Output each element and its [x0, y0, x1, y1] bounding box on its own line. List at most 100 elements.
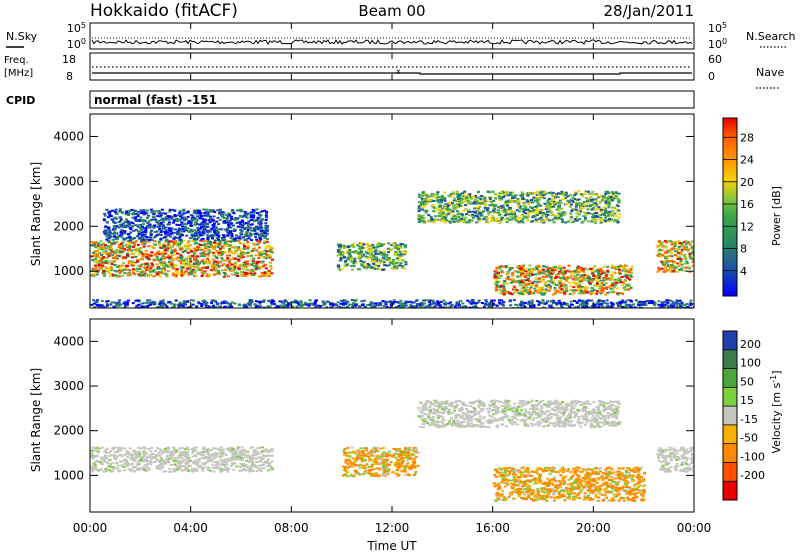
- heatmap-cell: [242, 253, 246, 256]
- heatmap-cell: [122, 256, 126, 259]
- heatmap-cell: [657, 240, 661, 243]
- heatmap-cell: [153, 275, 157, 278]
- heatmap-cell: [458, 193, 462, 196]
- heatmap-cell: [208, 305, 212, 308]
- heatmap-cell: [549, 304, 553, 307]
- heatmap-cell: [226, 275, 230, 278]
- heatmap-cell: [451, 202, 454, 205]
- heatmap-cell: [115, 225, 118, 228]
- heatmap-cell: [401, 264, 405, 267]
- heatmap-cell: [263, 236, 267, 239]
- heatmap-cell: [119, 218, 123, 221]
- heatmap-cell: [502, 287, 506, 290]
- heatmap-cell: [468, 193, 472, 196]
- heatmap-cell: [195, 238, 199, 240]
- heatmap-cell: [685, 303, 689, 305]
- heatmap-cell: [115, 304, 119, 307]
- heatmap-cell: [542, 221, 546, 224]
- heatmap-cell: [253, 219, 257, 222]
- heatmap-cell: [505, 203, 509, 206]
- heatmap-cell: [152, 259, 156, 262]
- heatmap-cell: [499, 191, 503, 193]
- heatmap-cell: [520, 278, 524, 281]
- heatmap-cell: [511, 197, 515, 200]
- heatmap-cell: [560, 284, 564, 287]
- heatmap-cell: [556, 267, 560, 270]
- heatmap-cell: [379, 303, 383, 306]
- heatmap-cell: [456, 301, 460, 304]
- heatmap-cell: [404, 304, 408, 307]
- heatmap-cell: [233, 238, 236, 241]
- heatmap-cell: [118, 223, 122, 226]
- heatmap-cell: [643, 302, 647, 305]
- heatmap-cell: [135, 235, 139, 238]
- heatmap-cell: [211, 237, 214, 240]
- heatmap-cell: [104, 261, 108, 264]
- heatmap-cell: [604, 215, 608, 218]
- heatmap-cell: [98, 268, 102, 271]
- heatmap-cell: [672, 270, 676, 273]
- heatmap-cell: [299, 305, 303, 308]
- heatmap-cell: [256, 217, 260, 220]
- heatmap-cell: [629, 274, 632, 277]
- heatmap-cell: [559, 277, 563, 279]
- heatmap-cell: [568, 194, 572, 197]
- heatmap-cell: [564, 284, 568, 287]
- heatmap-cell: [242, 242, 246, 245]
- heatmap-cell: [94, 246, 98, 249]
- heatmap-cell: [187, 261, 191, 264]
- heatmap-cell: [102, 251, 106, 253]
- heatmap-cell: [204, 266, 208, 269]
- heatmap-cell: [126, 299, 130, 302]
- heatmap-cell: [187, 271, 191, 274]
- heatmap-cell: [629, 306, 633, 308]
- heatmap-cell: [578, 218, 582, 221]
- heatmap-cell: [93, 243, 97, 246]
- heatmap-cell: [612, 271, 615, 274]
- heatmap-cell: [103, 214, 107, 217]
- heatmap-cell: [449, 301, 453, 304]
- heatmap-cell: [574, 205, 578, 208]
- heatmap-cell: [528, 264, 532, 267]
- heatmap-cell: [183, 245, 187, 248]
- heatmap-cell: [567, 281, 571, 284]
- heatmap-cell: [102, 305, 106, 308]
- heatmap-cell: [99, 259, 103, 262]
- heatmap-cell: [264, 228, 268, 231]
- heatmap-cell: [542, 194, 546, 196]
- heatmap-cell: [672, 264, 676, 267]
- heatmap-cell: [400, 302, 404, 305]
- heatmap-cell: [188, 257, 192, 260]
- heatmap-cell: [228, 248, 232, 250]
- heatmap-cell: [135, 305, 139, 308]
- heatmap-cell: [232, 228, 236, 231]
- heatmap-cell: [92, 299, 96, 302]
- heatmap-cell: [270, 272, 274, 275]
- heatmap-cell: [616, 221, 620, 224]
- heatmap-cell: [388, 249, 392, 252]
- heatmap-cell: [95, 253, 99, 256]
- heatmap-cell: [688, 242, 692, 245]
- heatmap-cell: [663, 263, 666, 266]
- heatmap-cell: [130, 252, 134, 255]
- heatmap-cell: [396, 248, 400, 250]
- heatmap-cell: [483, 200, 487, 203]
- heatmap-cell: [164, 249, 168, 251]
- heatmap-cell: [121, 247, 125, 250]
- heatmap-cell: [575, 302, 579, 304]
- heatmap-cell: [520, 280, 524, 283]
- heatmap-cell: [346, 263, 350, 265]
- heatmap-cell: [503, 218, 507, 221]
- heatmap-cell: [535, 200, 539, 203]
- heatmap-cell: [604, 293, 608, 296]
- heatmap-cell: [126, 254, 130, 257]
- heatmap-cell: [588, 193, 592, 195]
- heatmap-cell: [557, 285, 561, 288]
- heatmap-cell: [202, 262, 206, 265]
- heatmap-cell: [399, 242, 403, 245]
- heatmap-cell: [120, 269, 124, 272]
- heatmap-cell: [585, 302, 589, 305]
- heatmap-cell: [584, 197, 588, 199]
- heatmap-cell: [623, 275, 626, 278]
- heatmap-cell: [511, 212, 515, 215]
